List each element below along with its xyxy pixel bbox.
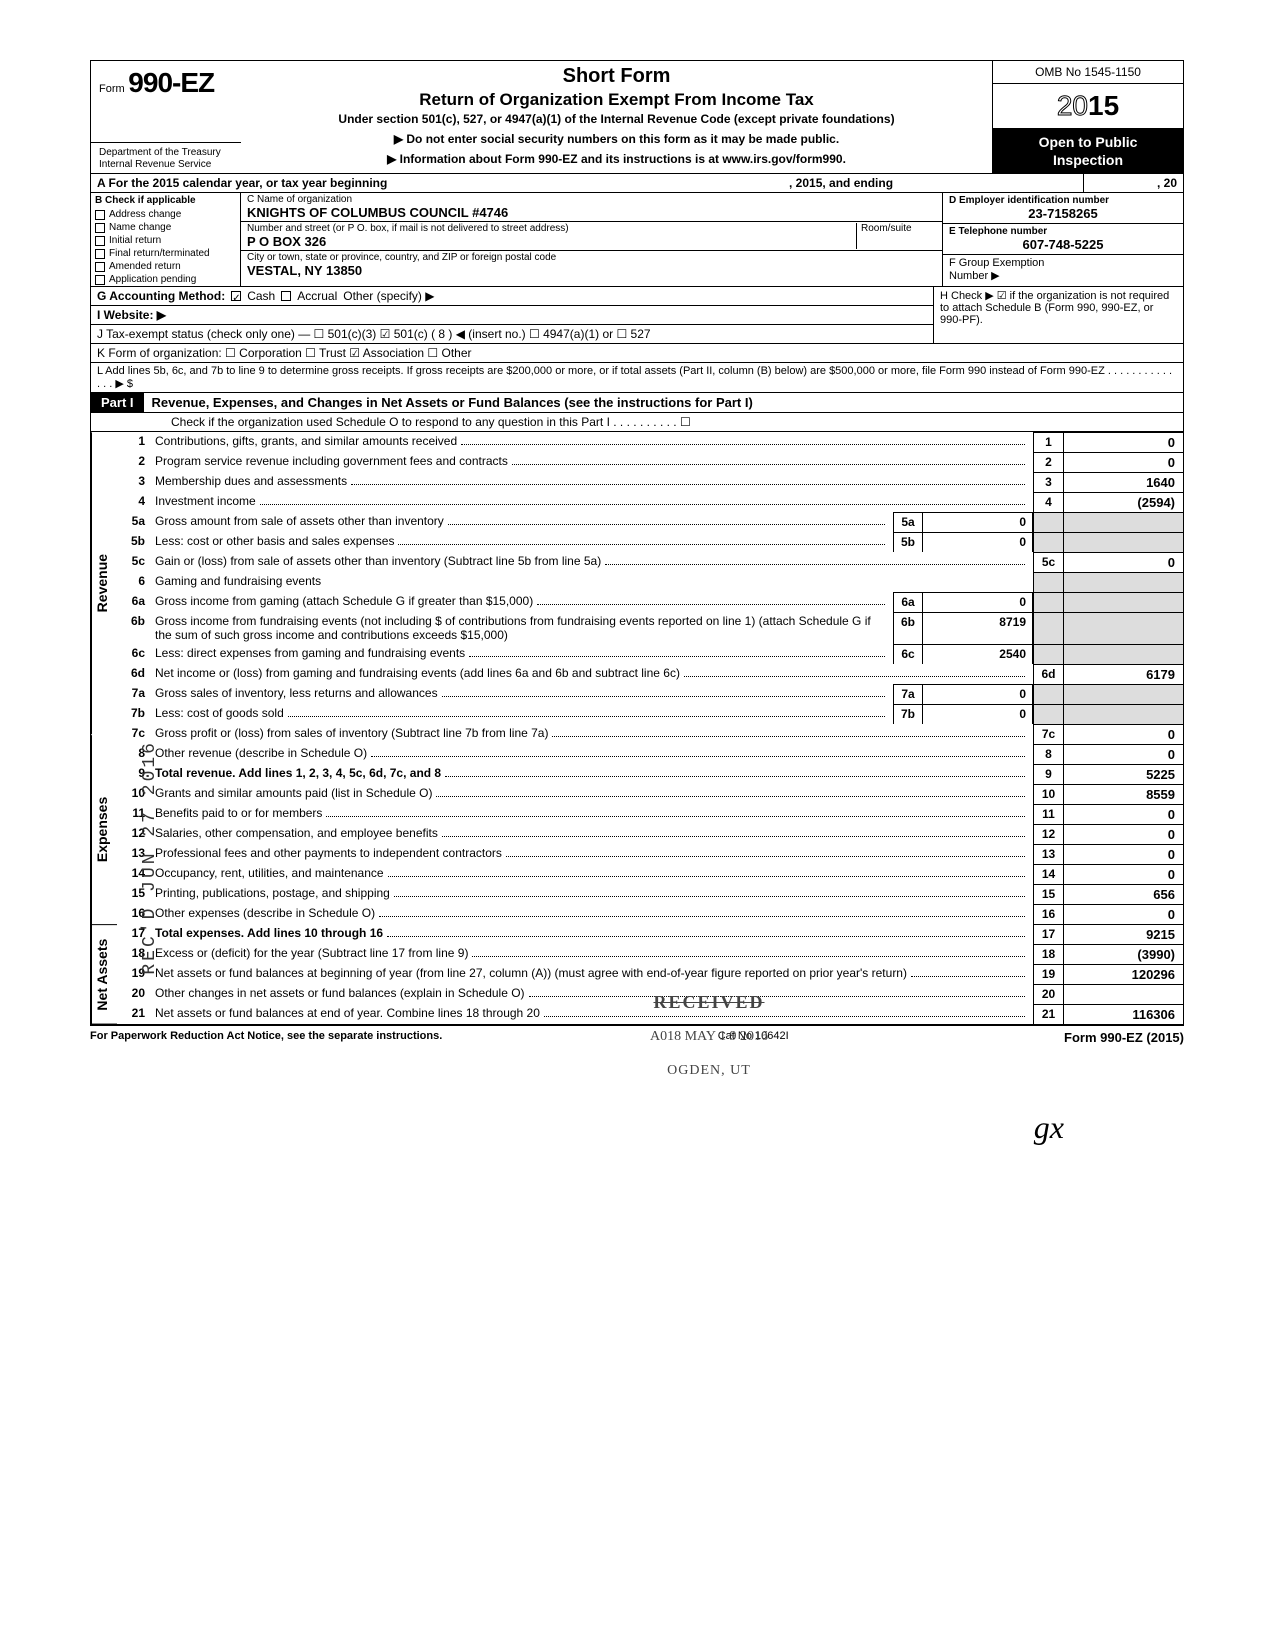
line-5c: 5cGain or (loss) from sale of assets oth…: [117, 552, 1183, 572]
row-a-ending: , 2015, and ending: [783, 174, 1083, 192]
c-name-lbl: C Name of organization: [247, 194, 936, 205]
form-number: 990-EZ: [128, 67, 214, 98]
chk-cash[interactable]: [231, 291, 241, 301]
line-6d: 6dNet income or (loss) from gaming and f…: [117, 664, 1183, 684]
footer-left: For Paperwork Reduction Act Notice, see …: [90, 1030, 442, 1045]
side-expenses: Expenses: [91, 735, 117, 925]
row-a: A For the 2015 calendar year, or tax yea…: [90, 174, 1184, 193]
c-name-val: KNIGHTS OF COLUMBUS COUNCIL #4746: [247, 205, 936, 220]
chk-accrual[interactable]: [281, 291, 291, 301]
c-street-lbl: Number and street (or P O. box, if mail …: [247, 223, 856, 234]
b-header: B Check if applicable: [91, 193, 240, 208]
line-6a: 6aGross income from gaming (attach Sched…: [117, 592, 1183, 612]
e-tel-lbl: E Telephone number: [949, 226, 1177, 237]
e-tel-val: 607-748-5225: [949, 237, 1177, 252]
omb: OMB No 1545-1150: [993, 61, 1183, 84]
line-8: 8Other revenue (describe in Schedule O)8…: [117, 744, 1183, 764]
vert-stamp: REC'D JUN 27 2016: [140, 740, 160, 975]
side-revenue: Revenue: [91, 432, 117, 734]
line-9: 9Total revenue. Add lines 1, 2, 3, 4, 5c…: [117, 764, 1183, 784]
title-main: Short Form: [249, 65, 984, 88]
part1-grid: Revenue Expenses Net Assets 1Contributio…: [90, 432, 1184, 1025]
line-6b: 6bGross income from fundraising events (…: [117, 612, 1183, 644]
title-sub: Return of Organization Exempt From Incom…: [249, 90, 984, 110]
line-2: 2Program service revenue including gover…: [117, 452, 1183, 472]
line-21: 21Net assets or fund balances at end of …: [117, 1004, 1183, 1024]
part1-title: Revenue, Expenses, and Changes in Net As…: [144, 393, 1183, 412]
line-5a: 5aGross amount from sale of assets other…: [117, 512, 1183, 532]
c-room-lbl: Room/suite: [861, 223, 936, 234]
line-19: 19Net assets or fund balances at beginni…: [117, 964, 1183, 984]
c-city-val: VESTAL, NY 13850: [247, 263, 936, 278]
line-1: 1Contributions, gifts, grants, and simil…: [117, 432, 1183, 452]
arrow1: ▶ Do not enter social security numbers o…: [249, 132, 984, 146]
line-7b: 7bLess: cost of goods sold7b0: [117, 704, 1183, 724]
form-prefix: Form: [99, 83, 125, 95]
d-ein-val: 23-7158265: [949, 206, 1177, 221]
title-under: Under section 501(c), 527, or 4947(a)(1)…: [249, 112, 984, 126]
col-h: H Check ▶ ☑ if the organization is not r…: [933, 287, 1183, 343]
row-k: K Form of organization: ☐ Corporation ☐ …: [90, 344, 1184, 363]
row-a-label: A For the 2015 calendar year, or tax yea…: [91, 174, 783, 192]
line-15: 15Printing, publications, postage, and s…: [117, 884, 1183, 904]
col-b: B Check if applicable Address change Nam…: [91, 193, 241, 286]
chk-pending[interactable]: Application pending: [91, 273, 240, 286]
chk-address[interactable]: Address change: [91, 208, 240, 221]
line-18: 18Excess or (deficit) for the year (Subt…: [117, 944, 1183, 964]
i-website: I Website: ▶: [97, 308, 166, 322]
chk-amended[interactable]: Amended return: [91, 260, 240, 273]
side-netassets: Net Assets: [91, 925, 117, 1025]
line-14: 14Occupancy, rent, utilities, and mainte…: [117, 864, 1183, 884]
dept-label: Department of the Treasury Internal Reve…: [91, 142, 241, 173]
line-7c: 7cGross profit or (loss) from sales of i…: [117, 724, 1183, 744]
line-10: 10Grants and similar amounts paid (list …: [117, 784, 1183, 804]
g-label: G Accounting Method:: [97, 289, 225, 303]
line-16: 16Other expenses (describe in Schedule O…: [117, 904, 1183, 924]
row-j: J Tax-exempt status (check only one) — ☐…: [91, 324, 933, 343]
chk-name[interactable]: Name change: [91, 221, 240, 234]
arrow2: ▶ Information about Form 990-EZ and its …: [249, 152, 984, 166]
part1-tag: Part I: [91, 393, 144, 412]
c-street-val: P O BOX 326: [247, 234, 856, 249]
signature: gx: [90, 1109, 1184, 1146]
line-6c: 6cLess: direct expenses from gaming and …: [117, 644, 1183, 664]
block-bcdef: B Check if applicable Address change Nam…: [90, 193, 1184, 287]
line-13: 13Professional fees and other payments t…: [117, 844, 1183, 864]
title-cell: Short Form Return of Organization Exempt…: [241, 61, 993, 173]
row-l: L Add lines 5b, 6c, and 7b to line 9 to …: [90, 363, 1184, 393]
f-grp-lbl: F Group Exemption Number ▶: [943, 255, 1183, 284]
line-5b: 5bLess: cost or other basis and sales ex…: [117, 532, 1183, 552]
line-12: 12Salaries, other compensation, and empl…: [117, 824, 1183, 844]
form-label-cell: Form 990-EZ Department of the Treasury I…: [91, 61, 241, 173]
footer-mid: Cat No 10642I: [718, 1030, 789, 1045]
line-4: 4Investment income4(2594): [117, 492, 1183, 512]
part1-header: Part I Revenue, Expenses, and Changes in…: [90, 393, 1184, 413]
line-11: 11Benefits paid to or for members110: [117, 804, 1183, 824]
right-cell: OMB No 1545-1150 20201515 Open to Public…: [993, 61, 1183, 173]
chk-initial[interactable]: Initial return: [91, 234, 240, 247]
row-gh: G Accounting Method: Cash Accrual Other …: [90, 287, 1184, 344]
col-c: C Name of organization KNIGHTS OF COLUMB…: [241, 193, 943, 286]
row-a-twenty: , 20: [1083, 174, 1183, 192]
line-17: 17Total expenses. Add lines 10 through 1…: [117, 924, 1183, 944]
chk-final[interactable]: Final return/terminated: [91, 247, 240, 260]
line-6: 6Gaming and fundraising events: [117, 572, 1183, 592]
c-city-lbl: City or town, state or province, country…: [247, 252, 936, 263]
header-row: Form 990-EZ Department of the Treasury I…: [90, 60, 1184, 174]
footer-right: Form 990-EZ (2015): [1064, 1030, 1184, 1045]
footer: For Paperwork Reduction Act Notice, see …: [90, 1025, 1184, 1049]
line-20: 20Other changes in net assets or fund ba…: [117, 984, 1183, 1004]
form-page: Form 990-EZ Department of the Treasury I…: [90, 60, 1184, 1146]
col-de: D Employer identification number 23-7158…: [943, 193, 1183, 286]
line-3: 3Membership dues and assessments31640: [117, 472, 1183, 492]
d-ein-lbl: D Employer identification number: [949, 195, 1177, 206]
line-7a: 7aGross sales of inventory, less returns…: [117, 684, 1183, 704]
open-public: Open to Public Inspection: [993, 129, 1183, 173]
part1-sub: Check if the organization used Schedule …: [90, 413, 1184, 432]
year: 20201515: [993, 84, 1183, 129]
